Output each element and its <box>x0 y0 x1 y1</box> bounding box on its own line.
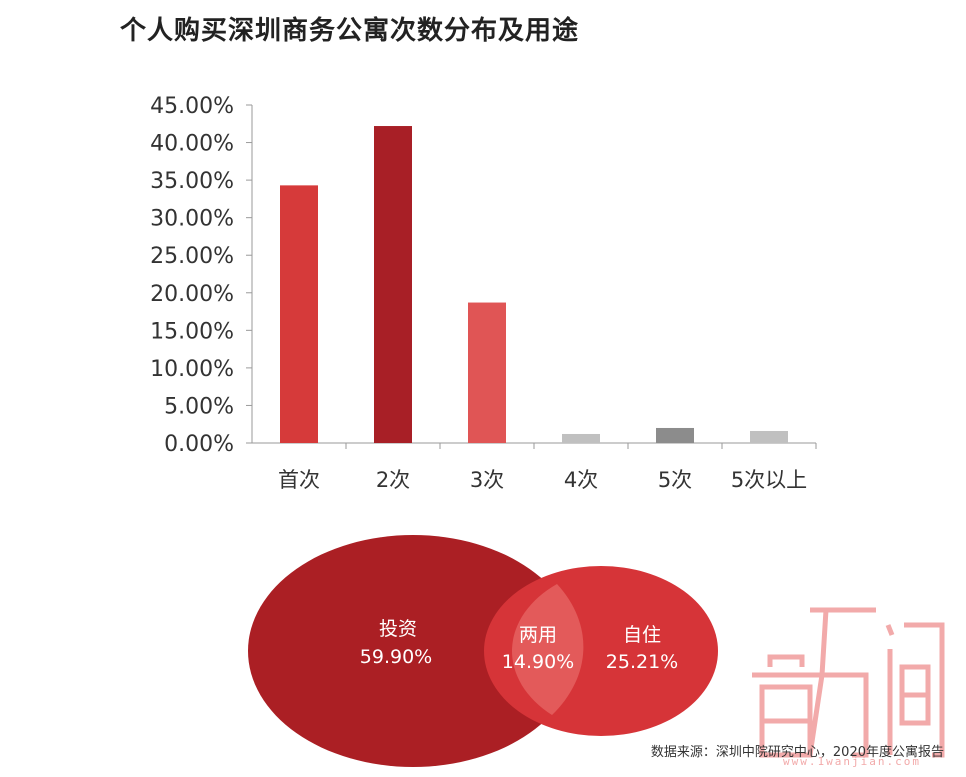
watermark-logo: www.1wanjian.com <box>752 607 945 767</box>
bar-4 <box>562 433 600 443</box>
y-tick-label: 15.00% <box>150 319 234 344</box>
y-tick-label: 10.00% <box>150 357 234 382</box>
chart-axes <box>246 104 817 449</box>
x-tick-label: 5次 <box>658 468 692 492</box>
bar-5 <box>656 427 694 443</box>
y-tick-label: 30.00% <box>150 207 234 232</box>
venn-value-self-use: 25.21% <box>606 651 678 673</box>
y-tick-label: 45.00% <box>150 94 234 119</box>
venn-label-invest: 投资 <box>379 618 417 640</box>
bar-1 <box>280 185 318 443</box>
y-tick-label: 5.00% <box>164 394 234 419</box>
watermark-url: www.1wanjian.com <box>783 755 921 767</box>
chart-title: 个人购买深圳商务公寓次数分布及用途 <box>120 16 580 46</box>
venn-value-invest: 59.90% <box>360 646 432 668</box>
bar-3 <box>468 302 506 443</box>
x-tick-label: 2次 <box>376 468 410 492</box>
bar-series <box>280 126 788 443</box>
y-tick-label: 0.00% <box>164 432 234 457</box>
data-source-note: 数据来源：深圳中院研究中心，2020年度公寓报告 <box>650 745 944 760</box>
y-tick-label: 25.00% <box>150 244 234 269</box>
venn-value-both: 14.90% <box>502 651 574 673</box>
y-tick-label: 20.00% <box>150 282 234 307</box>
bar-2 <box>374 126 412 443</box>
x-tick-label: 首次 <box>278 468 320 492</box>
y-tick-label: 35.00% <box>150 169 234 194</box>
venn-label-both: 两用 <box>519 624 557 646</box>
x-tick-label: 4次 <box>564 468 598 492</box>
x-tick-label: 3次 <box>470 468 504 492</box>
bar-6 <box>750 430 788 443</box>
bar-chart: 0.00% 5.00% 10.00% 15.00% 20.00% 25.00% 30.00%… <box>150 94 817 492</box>
venn-intersection <box>511 584 584 715</box>
x-tick-label: 5次以上 <box>731 468 807 492</box>
venn-label-self-use: 自住 <box>623 624 661 646</box>
venn-set-invest <box>248 535 578 767</box>
y-tick-label: 40.00% <box>150 132 234 157</box>
axis-labels: 0.00% 5.00% 10.00% 15.00% 20.00% 25.00% 30.00%… <box>150 94 807 492</box>
